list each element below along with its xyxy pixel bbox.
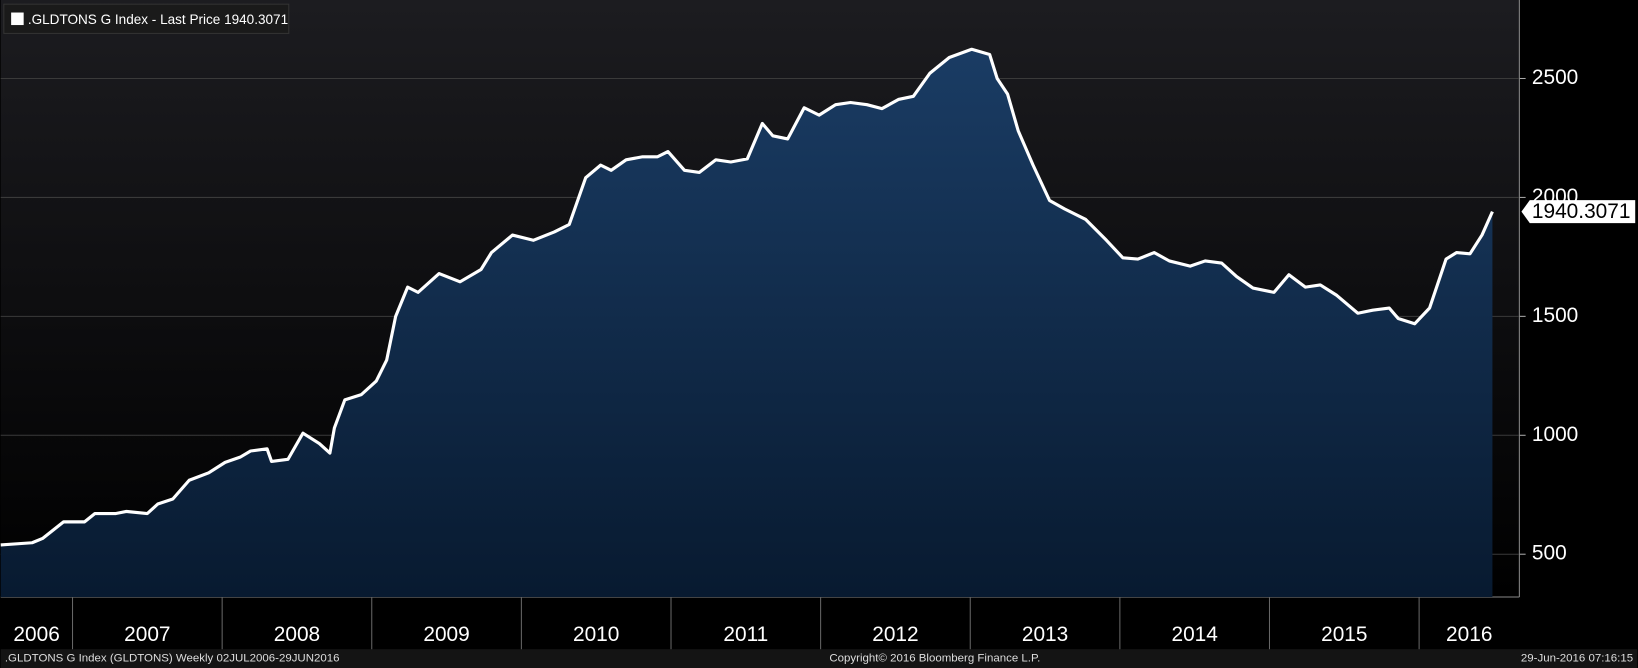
x-tick-label: 2010 bbox=[573, 623, 619, 646]
x-tick-label: 2012 bbox=[872, 623, 918, 646]
x-tick-label: 2008 bbox=[274, 623, 320, 646]
last-value-tag bbox=[1521, 200, 1636, 224]
footer-center: Copyright© 2016 Bloomberg Finance L.P. bbox=[829, 653, 1040, 665]
line bbox=[0, 47, 1494, 547]
legend: .GLDTONS G Index - Last Price 1940.3071 bbox=[3, 3, 290, 34]
legend-box bbox=[3, 3, 290, 34]
legend-swatch bbox=[11, 12, 24, 26]
x-tick-label: 2015 bbox=[1321, 623, 1367, 646]
footer-band bbox=[0, 649, 1638, 668]
x-tick-label: 2009 bbox=[423, 623, 469, 646]
last-value-label: 1940.3071 bbox=[1532, 200, 1631, 223]
legend-last-value: 1940.3071 bbox=[224, 11, 288, 26]
x-tick-label: 2011 bbox=[723, 623, 768, 646]
x-tick-label: 2014 bbox=[1171, 623, 1217, 646]
x-tick-label: 2007 bbox=[124, 623, 170, 646]
x-tick-label: 2013 bbox=[1022, 623, 1068, 646]
y-tick-label: 1000 bbox=[1532, 423, 1578, 446]
legend-entry: .GLDTONS G Index - Last Price 1940.3071 bbox=[28, 11, 288, 26]
area-fill bbox=[0, 49, 1493, 598]
footer-left: .GLDTONS G Index (GLDTONS) Weekly 02JUL2… bbox=[5, 653, 340, 665]
x-tick-label: 2006 bbox=[13, 623, 59, 646]
y-tick-label: 2500 bbox=[1532, 66, 1578, 89]
x-tick-label: 2016 bbox=[1446, 623, 1492, 646]
legend-label: .GLDTONS G Index - Last Price bbox=[28, 11, 220, 26]
footer-right: 29-Jun-2016 07:16:15 bbox=[1521, 653, 1633, 665]
y-tick-label: 500 bbox=[1532, 542, 1567, 565]
y-tick-label: 1500 bbox=[1532, 304, 1578, 327]
